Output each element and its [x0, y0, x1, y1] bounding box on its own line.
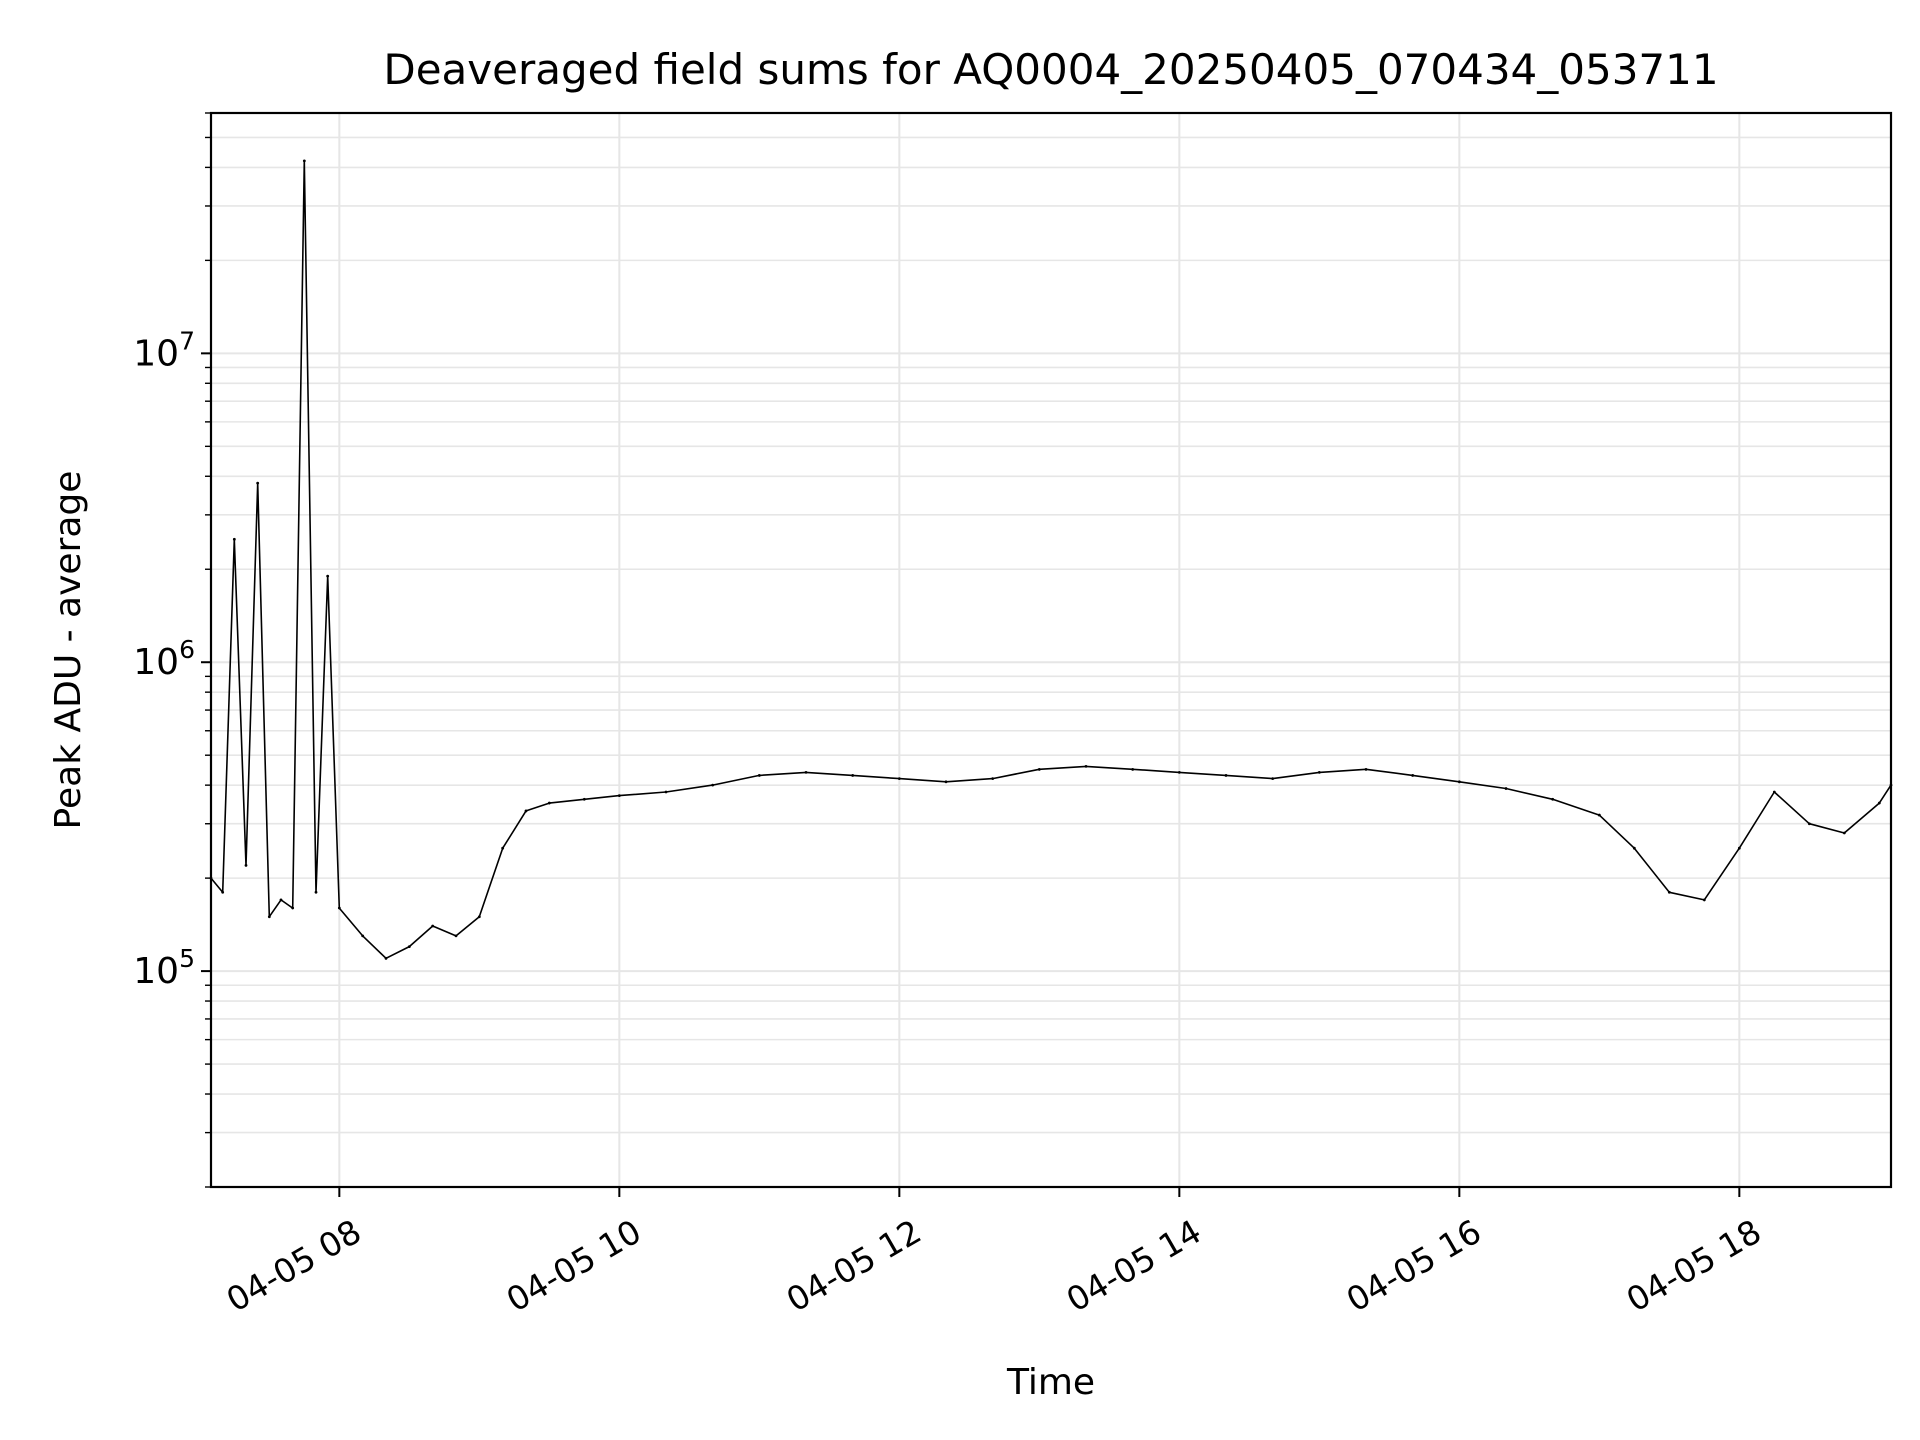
y-tick-label: 105 — [133, 944, 195, 992]
data-point — [944, 780, 948, 784]
data-point — [991, 777, 995, 780]
x-tick-label: 04-05 18 — [1620, 1212, 1768, 1320]
series-line — [210, 160, 1892, 960]
data-point — [337, 906, 341, 910]
x-tick-label: 04-05 10 — [500, 1212, 648, 1320]
x-tick-label: 04-05 08 — [220, 1212, 368, 1320]
y-axis-label: Peak ADU - average — [48, 471, 89, 830]
data-point — [302, 159, 306, 163]
grid-lines — [211, 112, 1891, 1188]
data-point — [1702, 898, 1706, 902]
plot-frame — [209, 111, 1893, 1189]
data-point — [1737, 846, 1741, 850]
data-point — [757, 774, 761, 777]
data-point — [232, 537, 236, 541]
data-point — [291, 906, 295, 910]
data-point — [1037, 767, 1041, 771]
data-point — [1632, 846, 1636, 850]
data-point — [221, 890, 225, 894]
y-tick-label: 107 — [133, 326, 195, 374]
data-point — [617, 794, 621, 798]
data-point — [1772, 790, 1776, 794]
data-point — [1551, 797, 1555, 801]
data-point — [361, 934, 365, 938]
chart-title: Deaveraged field sums for AQ0004_2025040… — [383, 45, 1718, 94]
data-point — [407, 945, 411, 949]
data-point — [1667, 890, 1671, 894]
y-tick-label: 106 — [133, 635, 195, 683]
data-point — [1084, 764, 1088, 768]
data-point — [431, 924, 435, 928]
data-point — [1842, 831, 1846, 835]
axes: 04-05 08 04-05 10 04-05 12 04-05 14 04-05 16… — [133, 112, 1768, 1320]
data-point — [326, 574, 330, 578]
data-point — [1364, 767, 1368, 771]
data-series — [209, 159, 1893, 960]
data-point — [1411, 774, 1415, 777]
data-point — [454, 934, 458, 938]
data-point — [582, 797, 586, 801]
data-point — [477, 915, 481, 919]
data-point — [851, 774, 855, 777]
data-point — [1877, 801, 1881, 805]
data-point — [711, 783, 715, 787]
data-point — [1271, 777, 1275, 780]
data-point — [524, 809, 528, 813]
data-point — [256, 481, 260, 485]
x-tick-label: 04-05 16 — [1340, 1212, 1488, 1320]
data-point — [279, 898, 283, 902]
data-point — [897, 777, 901, 780]
data-point — [267, 915, 271, 919]
data-point — [1131, 767, 1135, 771]
data-point — [501, 846, 505, 850]
data-point — [547, 801, 551, 805]
x-axis-label: Time — [1006, 1362, 1095, 1403]
data-point — [1457, 780, 1461, 784]
data-point — [1177, 770, 1181, 774]
data-point — [244, 863, 248, 867]
x-tick-label: 04-05 14 — [1060, 1212, 1208, 1320]
data-point — [664, 790, 668, 794]
data-point — [1224, 774, 1228, 777]
data-point — [1807, 822, 1811, 826]
data-point — [804, 770, 808, 774]
data-point — [1317, 770, 1321, 774]
x-tick-label: 04-05 12 — [780, 1212, 928, 1320]
data-point — [1504, 787, 1508, 790]
data-point — [384, 956, 388, 960]
data-point — [1597, 813, 1601, 817]
data-point — [314, 890, 318, 894]
